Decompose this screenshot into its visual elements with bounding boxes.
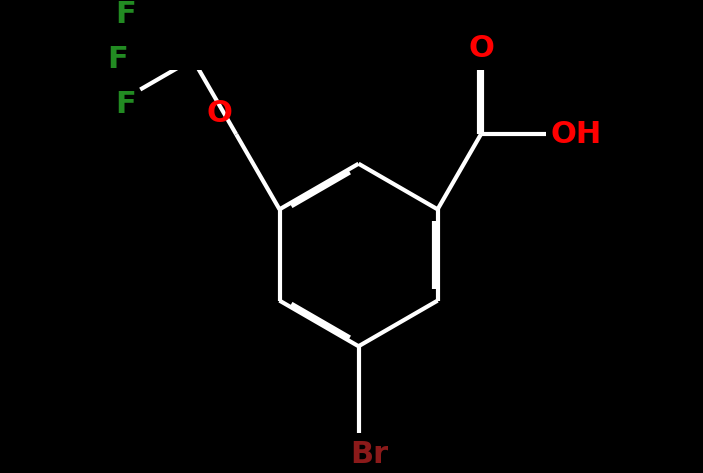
Text: F: F [115,89,136,119]
Text: F: F [108,44,128,74]
Text: O: O [206,98,232,128]
Text: OH: OH [550,120,601,149]
Text: F: F [115,0,136,29]
Text: Br: Br [350,439,388,469]
Text: O: O [468,34,494,62]
